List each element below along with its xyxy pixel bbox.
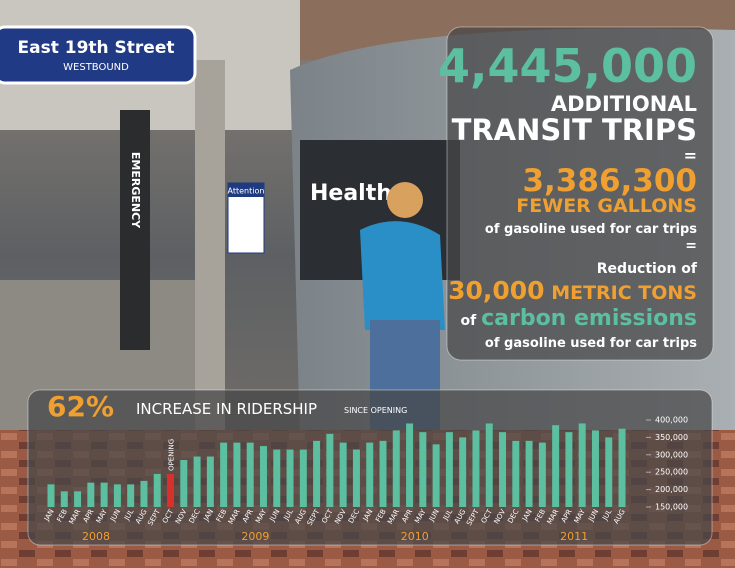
- bar: [472, 430, 480, 507]
- bar: [87, 482, 95, 507]
- bar: [406, 423, 414, 507]
- bar: [485, 423, 493, 507]
- bar: [47, 484, 55, 507]
- bar: [153, 473, 161, 507]
- bar: [220, 442, 228, 507]
- tons-number: 30,000: [448, 276, 544, 305]
- opening-label: OPENING: [168, 439, 176, 471]
- carbon-line: of carbon emissions: [460, 306, 697, 331]
- person-head: [387, 182, 423, 218]
- bar: [113, 484, 121, 507]
- shelter-post: [195, 60, 225, 430]
- stats-panel: [446, 26, 714, 361]
- year-label: 2008: [82, 530, 110, 543]
- bar: [379, 440, 387, 507]
- bar: [565, 432, 573, 507]
- gallons-number: 3,386,300: [522, 163, 697, 199]
- tons-line: 30,000 METRIC TONS: [448, 276, 697, 305]
- bar: [432, 444, 440, 507]
- carbon-note: of gasoline used for car trips: [485, 336, 697, 351]
- y-tick-label: 300,000: [655, 450, 688, 459]
- of-text: of: [460, 313, 477, 329]
- bar: [246, 442, 254, 507]
- y-tick-label: 400,000: [655, 415, 688, 424]
- bar: [392, 430, 400, 507]
- gallons-note: of gasoline used for car trips: [485, 222, 697, 237]
- bar: [74, 491, 82, 507]
- street-direction: WESTBOUND: [63, 62, 129, 73]
- tons-label: METRIC TONS: [551, 282, 697, 304]
- year-label: 2011: [560, 530, 588, 543]
- reduction-text: Reduction of: [597, 261, 698, 277]
- bar: [618, 428, 626, 507]
- bar: [233, 442, 241, 507]
- bar: [339, 442, 347, 507]
- chart-title: INCREASE IN RIDERSHIP: [136, 400, 317, 418]
- bar: [419, 432, 427, 507]
- y-tick-label: 200,000: [655, 485, 688, 494]
- bar: [512, 440, 520, 507]
- emergency-text: EMERGENCY: [129, 152, 142, 229]
- street-name: East 19th Street: [18, 38, 175, 58]
- y-tick-label: 150,000: [655, 503, 688, 512]
- y-tick-label: 250,000: [655, 468, 688, 477]
- bar: [578, 423, 586, 507]
- bar: [180, 460, 188, 507]
- y-tick-label: 350,000: [655, 433, 688, 442]
- gallons-label: FEWER GALLONS: [516, 195, 697, 217]
- bar: [499, 432, 507, 507]
- bar: [193, 456, 201, 507]
- bar: [445, 432, 453, 507]
- trips-line2: TRANSIT TRIPS: [452, 113, 697, 147]
- year-label: 2009: [241, 530, 269, 543]
- bar: [127, 484, 135, 507]
- attention-text: Attention: [228, 187, 265, 196]
- attention-header: [228, 183, 264, 197]
- bus-text: Health: [310, 181, 392, 206]
- bar: [352, 449, 360, 507]
- bar: [273, 449, 281, 507]
- street-sign: [0, 25, 197, 85]
- equals: =: [684, 146, 697, 165]
- carbon-text: carbon emissions: [481, 306, 697, 331]
- bar: [167, 473, 175, 507]
- bar: [591, 430, 599, 507]
- emergency-post: [120, 110, 150, 350]
- trips-line1: ADDITIONAL: [551, 92, 697, 116]
- bar: [100, 482, 108, 507]
- bar: [299, 449, 307, 507]
- year-label: 2010: [401, 530, 429, 543]
- bar: [525, 440, 533, 507]
- bar: [326, 433, 334, 507]
- person-jacket: [360, 221, 445, 330]
- bar: [552, 425, 560, 507]
- bar: [538, 442, 546, 507]
- bar: [60, 491, 68, 507]
- bar: [605, 437, 613, 507]
- bar: [459, 437, 467, 507]
- chart-subtitle: SINCE OPENING: [344, 406, 407, 415]
- bar: [286, 449, 294, 507]
- equals: =: [685, 238, 697, 254]
- bar: [366, 442, 374, 507]
- bar: [259, 446, 267, 507]
- bar: [140, 480, 148, 507]
- bar: [206, 456, 214, 507]
- trips-number: 4,445,000: [438, 39, 697, 93]
- chart-stat: 62%: [47, 390, 114, 423]
- bar: [313, 440, 321, 507]
